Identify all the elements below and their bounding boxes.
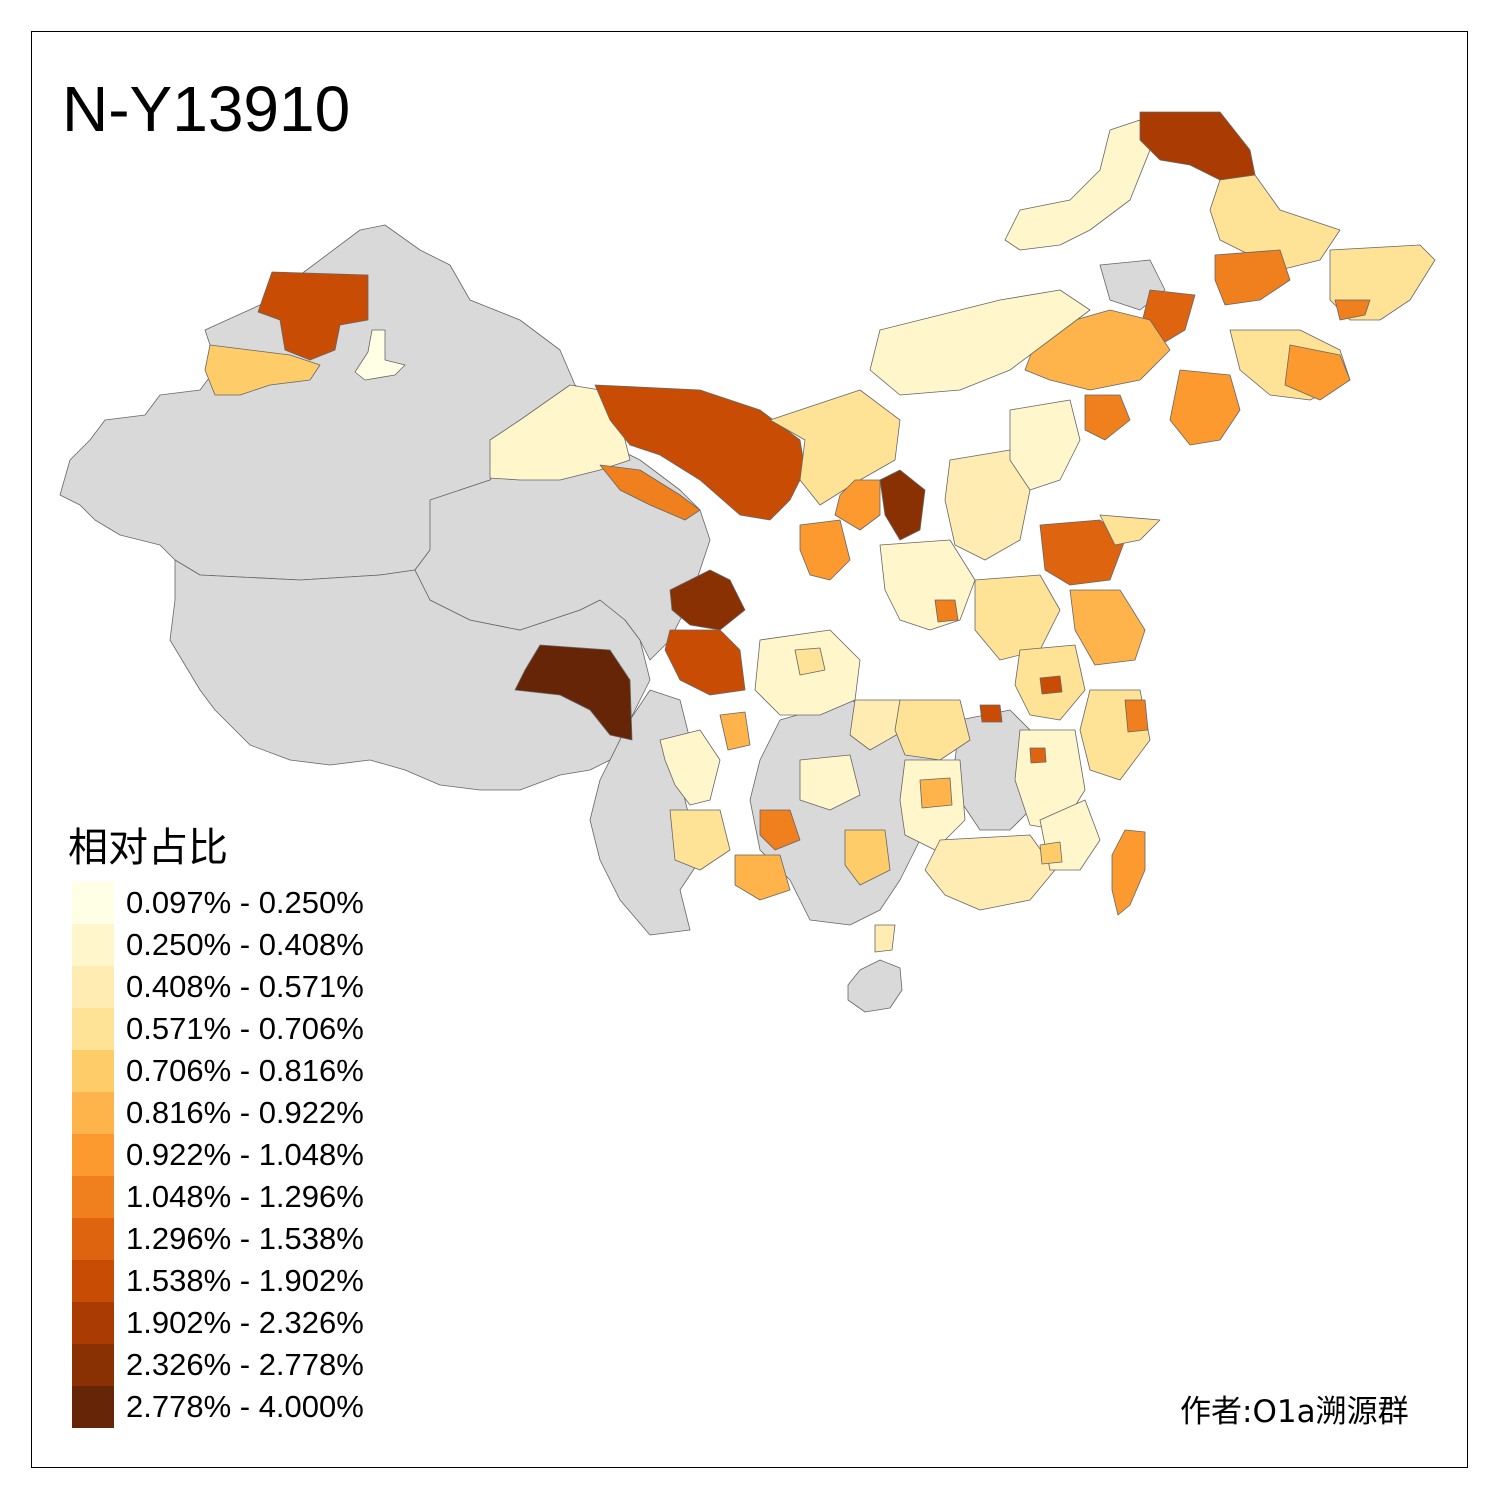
legend-label: 1.538% - 1.902% — [126, 1263, 364, 1298]
legend-swatch — [72, 882, 114, 924]
legend-swatch — [72, 966, 114, 1008]
legend-title: 相对占比 — [68, 825, 228, 871]
region-hulunbuir — [1004, 119, 1151, 251]
region-gannan — [669, 569, 746, 631]
region-changdu — [514, 644, 633, 741]
legend-item: 2.778% - 4.000% — [72, 1386, 364, 1428]
region-honghe — [734, 854, 791, 901]
region-tacheng — [204, 344, 321, 396]
region-guangxi — [844, 829, 891, 886]
legend-swatch — [72, 1260, 114, 1302]
legend-item: 1.296% - 1.538% — [72, 1218, 364, 1260]
legend-label: 2.326% - 2.778% — [126, 1347, 364, 1382]
region-chengdu — [794, 647, 826, 676]
legend-label: 0.571% - 0.706% — [126, 1011, 364, 1046]
region-karamay — [354, 329, 406, 381]
legend-label: 1.902% - 2.326% — [126, 1305, 364, 1340]
region-hohhot — [879, 469, 926, 541]
legend-label: 2.778% - 4.000% — [126, 1389, 364, 1424]
legend-label: 0.816% - 0.922% — [126, 1095, 364, 1130]
legend-item: 1.048% - 1.296% — [72, 1176, 364, 1218]
region-jiangsu — [1069, 589, 1146, 666]
region-chengde — [1084, 394, 1131, 441]
legend-swatch — [72, 1134, 114, 1176]
region-xilingol — [869, 289, 1091, 396]
region-fujian-south — [1039, 841, 1063, 865]
legend-swatch — [72, 1050, 114, 1092]
region-henan-center — [934, 599, 959, 623]
legend-swatch — [72, 1218, 114, 1260]
legend-item: 1.538% - 1.902% — [72, 1260, 364, 1302]
legend-swatch — [72, 1386, 114, 1428]
region-liaoning — [1169, 369, 1241, 446]
legend-label: 1.296% - 1.538% — [126, 1221, 364, 1256]
legend-item: 0.922% - 1.048% — [72, 1134, 364, 1176]
region-shandong — [1039, 519, 1126, 586]
legend-item: 0.816% - 0.922% — [72, 1092, 364, 1134]
legend-label: 0.250% - 0.408% — [126, 927, 364, 962]
legend-swatch — [72, 1092, 114, 1134]
map-title: N-Y13910 — [62, 73, 351, 145]
region-guizhou-north — [799, 754, 861, 811]
legend-label: 0.097% - 0.250% — [126, 885, 364, 920]
legend-item: 1.902% - 2.326% — [72, 1302, 364, 1344]
legend-swatch — [72, 1302, 114, 1344]
legend: 0.097% - 0.250% 0.250% - 0.408% 0.408% - 0… — [72, 882, 364, 1428]
legend-item: 2.326% - 2.778% — [72, 1344, 364, 1386]
author-credit: 作者:O1a溯源群 — [1180, 1394, 1409, 1430]
region-lijiang — [719, 711, 751, 751]
region-zhanjiang — [874, 924, 896, 953]
region-jiuquan — [489, 384, 631, 481]
region-shandong-east — [1099, 514, 1161, 546]
region-taiwan — [1111, 829, 1146, 916]
region-yunnan-nw — [659, 729, 721, 806]
legend-swatch — [72, 1176, 114, 1218]
legend-item: 0.250% - 0.408% — [72, 924, 364, 966]
legend-swatch — [72, 1344, 114, 1386]
region-ningxia — [799, 519, 851, 581]
legend-item: 0.097% - 0.250% — [72, 882, 364, 924]
region-hefei — [1039, 675, 1063, 695]
legend-label: 0.922% - 1.048% — [126, 1137, 364, 1172]
region-guangdong — [924, 834, 1056, 911]
region-chongqing — [849, 699, 906, 751]
region-shaanxi — [879, 539, 976, 631]
region-kunming — [759, 809, 801, 851]
region-zhangye — [599, 464, 701, 521]
legend-label: 1.048% - 1.296% — [126, 1179, 364, 1214]
map-frame — [31, 31, 1468, 1468]
region-alxa — [594, 384, 806, 521]
legend-label: 0.706% - 0.816% — [126, 1053, 364, 1088]
region-mudanjiang — [1334, 299, 1371, 321]
region-suihua — [1214, 249, 1291, 306]
region-ningbo — [1124, 699, 1149, 733]
legend-item: 0.571% - 0.706% — [72, 1008, 364, 1050]
legend-swatch — [72, 924, 114, 966]
region-hainan — [847, 959, 903, 1013]
region-heilongjiang-east — [1209, 174, 1341, 271]
region-dali — [669, 809, 731, 871]
legend-item: 0.706% - 0.816% — [72, 1050, 364, 1092]
region-hunan-center — [919, 777, 953, 809]
region-wuhan — [979, 704, 1003, 723]
region-jiangxi-north — [1029, 747, 1047, 764]
region-yanbian — [1284, 344, 1351, 401]
region-hebei — [1009, 399, 1081, 491]
region-ganzi — [664, 629, 746, 696]
region-ordos — [834, 479, 881, 531]
legend-swatch — [72, 1008, 114, 1050]
region-heihe — [1139, 111, 1256, 181]
region-altay — [257, 271, 369, 361]
legend-item: 0.408% - 0.571% — [72, 966, 364, 1008]
legend-label: 0.408% - 0.571% — [126, 969, 364, 1004]
